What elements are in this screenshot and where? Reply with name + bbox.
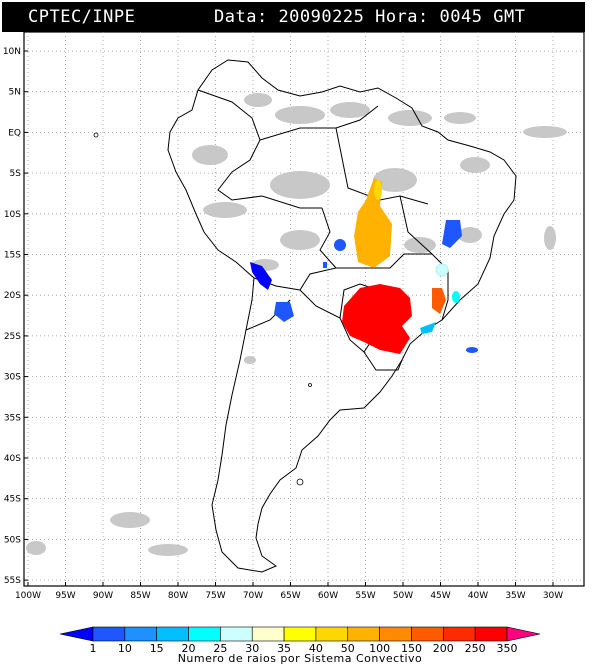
map-header: CPTEC/INPE Data: 20090225 Hora: 0045 GMT <box>2 2 585 32</box>
colorbar-swatch <box>283 626 317 642</box>
lon-label: 50W <box>393 591 413 601</box>
lat-label: 55S <box>4 576 21 586</box>
lon-label: 30W <box>543 591 563 601</box>
colorbar-swatch <box>347 626 380 642</box>
colorbar-label: 30 <box>245 642 259 655</box>
colorbar-label: 1 <box>90 642 97 655</box>
colorbar-label: 250 <box>465 642 486 655</box>
lat-label: 35S <box>4 413 21 423</box>
lon-label: 60W <box>318 591 338 601</box>
colorbar-label: 350 <box>497 642 518 655</box>
time-value: 0045 <box>439 7 483 27</box>
lat-label: 5S <box>10 169 22 179</box>
source-label: CPTEC/INPE <box>28 7 136 27</box>
lat-label: 5N <box>9 88 21 98</box>
lon-label: 90W <box>93 591 113 601</box>
colorbar-swatch <box>156 626 189 642</box>
lon-label: 80W <box>168 591 188 601</box>
colorbar-label: 150 <box>401 642 422 655</box>
lat-label: 15S <box>4 251 21 261</box>
lat-label: 20S <box>4 291 21 301</box>
convective-system-blue-bolivia <box>274 302 294 322</box>
convective-system-orange-sp <box>432 288 446 314</box>
timestamp-label: Data: 20090225 Hora: 0045 GMT <box>214 7 526 27</box>
lon-label: 85W <box>130 591 150 601</box>
lon-label: 95W <box>55 591 75 601</box>
lat-label: 10N <box>3 47 21 57</box>
date-value: 20090225 <box>278 7 365 27</box>
lon-label: 70W <box>243 591 263 601</box>
lat-label: 50S <box>4 535 21 545</box>
lat-label: 25S <box>4 332 21 342</box>
colorbar-label: 20 <box>182 642 196 655</box>
lon-label: 40W <box>468 591 488 601</box>
colorbar-swatch <box>379 626 412 642</box>
lon-label: 100W <box>15 591 41 601</box>
colorbar-swatch <box>315 626 349 642</box>
colorbar-label: 25 <box>213 642 227 655</box>
colorbar-swatch <box>92 626 126 642</box>
lon-label: 75W <box>205 591 225 601</box>
convective-system-red <box>342 284 412 354</box>
colorbar-label: 50 <box>341 642 355 655</box>
lat-label: 40S <box>4 454 21 464</box>
colorbar-arrow-low <box>59 626 94 642</box>
lat-label: 10S <box>4 210 21 220</box>
colorbar-arrow-high <box>506 626 541 642</box>
lat-label: 30S <box>4 373 21 383</box>
lat-label: EQ <box>8 128 21 138</box>
convective-system-cyan <box>420 263 460 334</box>
colorbar-label: 40 <box>309 642 323 655</box>
lon-label: 55W <box>355 591 375 601</box>
map-frame <box>23 31 585 587</box>
colorbar-swatch <box>251 626 285 642</box>
colorbar-swatch <box>474 626 508 642</box>
colorbar-swatch <box>124 626 157 642</box>
colorbar: 1 10 15 20 25 30 35 40 50 100 150 200 250 350 <box>59 626 541 655</box>
convective-system-blue-east <box>442 220 478 353</box>
islands <box>93 132 312 486</box>
colorbar-title: Numero de raios por Sistema Convectivo <box>177 652 423 665</box>
colorbar-swatch <box>220 626 253 642</box>
convective-system-yellow <box>354 178 392 268</box>
lon-label: 35W <box>505 591 525 601</box>
cloud-cover <box>26 93 567 556</box>
colorbar-swatch <box>188 626 221 642</box>
lon-label: 65W <box>280 591 300 601</box>
lat-label: 45S <box>4 495 21 505</box>
colorbar-label: 15 <box>150 642 164 655</box>
convective-system-blue-peru <box>250 262 272 290</box>
colorbar-label: 100 <box>369 642 390 655</box>
colorbar-swatch <box>411 626 444 642</box>
latitude-labels: 10N 5N EQ 5S 10S 15S 20S 25S 30S 35S 40S 45S 50S 55S <box>3 47 28 586</box>
convective-system-blue-west <box>323 239 346 268</box>
colorbar-label: 200 <box>433 642 454 655</box>
colorbar-swatch <box>443 626 476 642</box>
colorbar-label: 35 <box>277 642 291 655</box>
longitude-labels: 100W 95W 90W 85W 80W 75W 70W 65W 60W 55W 50W 45W 40W… <box>15 582 563 601</box>
colorbar-label: 10 <box>118 642 132 655</box>
lon-label: 45W <box>430 591 450 601</box>
